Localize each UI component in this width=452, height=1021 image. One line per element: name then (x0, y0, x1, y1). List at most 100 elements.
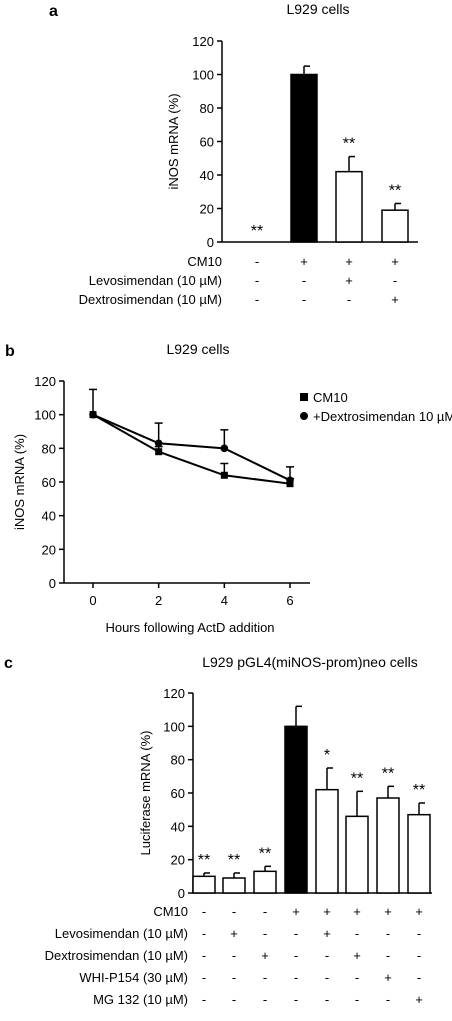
data-point (220, 444, 229, 453)
y-axis-label: iNOS mRNA (%) (12, 434, 27, 530)
bar (192, 875, 216, 894)
y-tick-label: 40 (42, 509, 56, 524)
treatment-sign: - (325, 948, 329, 963)
treatment-sign: + (391, 292, 399, 307)
treatment-sign: + (415, 904, 423, 919)
y-tick-label: 60 (171, 786, 185, 801)
treatment-sign: - (202, 992, 206, 1007)
data-point (89, 410, 97, 419)
y-axis-label: iNOS mRNA (%) (166, 93, 181, 189)
legend-label: +Dextrosimendan 10 µM (313, 409, 452, 424)
legend-marker (300, 393, 308, 401)
y-tick-label: 100 (163, 719, 185, 734)
treatment-sign: - (255, 292, 259, 307)
x-tick-label: 6 (286, 593, 293, 608)
panel-letter: a (49, 3, 58, 20)
treatment-sign: + (300, 254, 308, 269)
treatment-sign: - (232, 992, 236, 1007)
chart-title: L929 pGL4(miNOS-prom)neo cells (202, 654, 418, 670)
y-tick-label: 20 (171, 853, 185, 868)
bar (345, 815, 369, 894)
treatment-sign: - (232, 904, 236, 919)
chart-title: L929 cells (166, 341, 229, 357)
treatment-sign: + (345, 273, 353, 288)
treatment-sign: - (294, 948, 298, 963)
treatment-sign: - (355, 970, 359, 985)
significance-mark: ** (351, 770, 363, 787)
treatment-sign: - (232, 970, 236, 985)
treatment-sign: - (202, 970, 206, 985)
legend-label: CM10 (313, 390, 348, 405)
y-tick-label: 100 (192, 68, 214, 83)
y-tick-label: 120 (163, 686, 185, 701)
bar (290, 73, 318, 243)
x-tick-label: 0 (89, 593, 96, 608)
y-tick-label: 80 (171, 753, 185, 768)
treatment-sign: - (386, 992, 390, 1007)
treatment-label: Dextrosimendan (10 µM) (79, 292, 222, 307)
treatment-sign: - (417, 948, 421, 963)
y-tick-label: 20 (200, 202, 214, 217)
treatment-sign: - (302, 273, 306, 288)
bar (407, 813, 431, 894)
treatment-label: WHI-P154 (30 µM) (79, 970, 188, 985)
series-line (92, 413, 291, 485)
treatment-sign: - (263, 992, 267, 1007)
treatment-sign: - (255, 254, 259, 269)
treatment-sign: - (263, 970, 267, 985)
treatment-sign: + (261, 948, 269, 963)
treatment-sign: + (323, 904, 331, 919)
bar (381, 209, 409, 243)
treatment-sign: - (202, 926, 206, 941)
treatment-sign: - (294, 970, 298, 985)
panel-letter: c (4, 655, 13, 672)
treatment-sign: + (415, 992, 423, 1007)
legend-marker (300, 412, 308, 420)
y-tick-label: 0 (49, 576, 56, 591)
bar (376, 797, 400, 894)
treatment-sign: - (355, 992, 359, 1007)
bar (253, 870, 277, 894)
treatment-sign: - (302, 292, 306, 307)
treatment-sign: - (325, 970, 329, 985)
treatment-sign: - (417, 970, 421, 985)
treatment-sign: - (294, 926, 298, 941)
treatment-label: Levosimendan (10 µM) (55, 926, 188, 941)
treatment-sign: - (355, 926, 359, 941)
significance-mark: ** (343, 136, 355, 153)
treatment-label: Levosimendan (10 µM) (89, 273, 222, 288)
treatment-sign: - (263, 926, 267, 941)
treatment-sign: + (345, 254, 353, 269)
data-point (220, 471, 228, 479)
x-tick-label: 2 (155, 593, 162, 608)
significance-mark: ** (413, 782, 425, 799)
significance-mark: ** (389, 182, 401, 199)
series-line (92, 413, 291, 482)
treatment-label: MG 132 (10 µM) (93, 992, 188, 1007)
treatment-label: CM10 (153, 904, 188, 919)
treatment-sign: + (353, 948, 361, 963)
treatment-label: CM10 (187, 254, 222, 269)
treatment-sign: - (386, 926, 390, 941)
bar (335, 170, 363, 243)
y-tick-label: 120 (192, 34, 214, 49)
data-point (154, 439, 163, 448)
treatment-sign: - (263, 904, 267, 919)
x-axis-label: Hours following ActD addition (105, 620, 274, 635)
treatment-sign: + (391, 254, 399, 269)
y-tick-label: 80 (200, 101, 214, 116)
treatment-sign: - (202, 904, 206, 919)
y-tick-label: 100 (34, 408, 56, 423)
data-point (155, 448, 163, 456)
treatment-sign: - (347, 292, 351, 307)
y-tick-label: 0 (207, 235, 214, 250)
y-tick-label: 80 (42, 441, 56, 456)
treatment-sign: - (232, 948, 236, 963)
significance-mark: ** (228, 852, 240, 869)
y-tick-label: 0 (178, 886, 185, 901)
panel-letter: b (5, 343, 15, 360)
treatment-sign: - (202, 948, 206, 963)
y-tick-label: 120 (34, 374, 56, 389)
x-tick-label: 4 (221, 593, 228, 608)
